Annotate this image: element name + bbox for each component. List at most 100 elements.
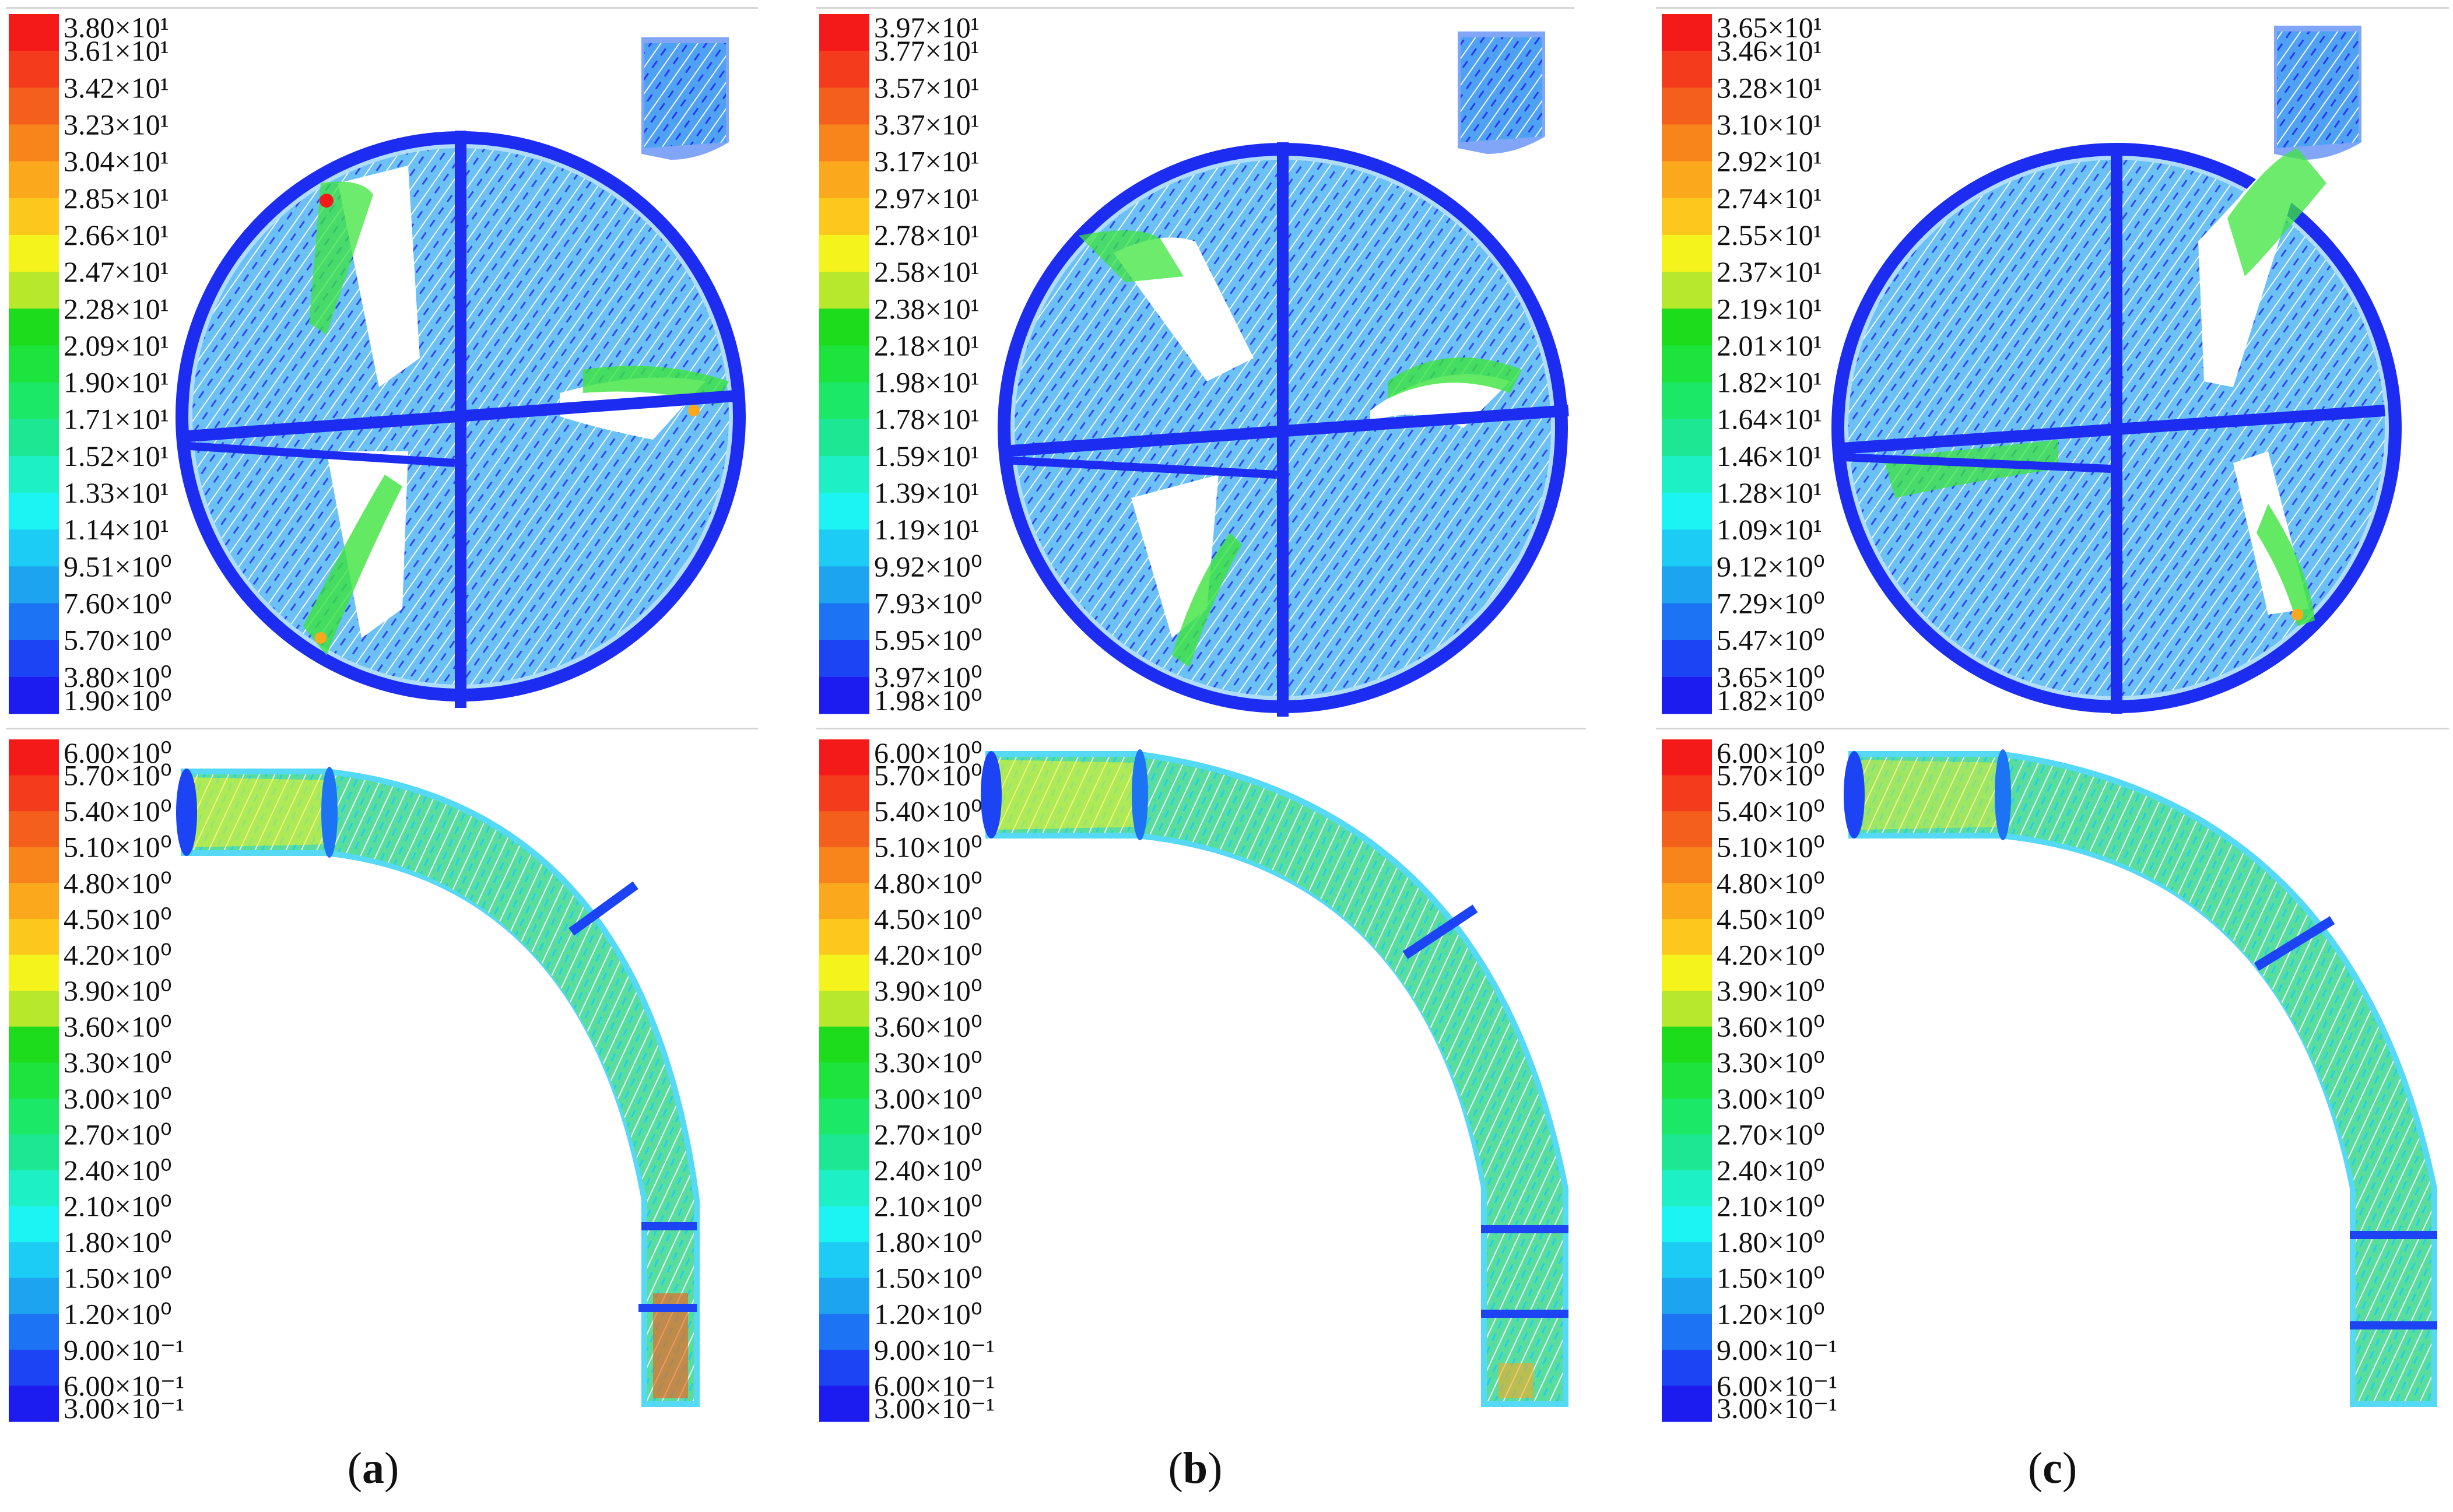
panel-a-pipe-legend-band-12 — [9, 1170, 59, 1207]
panel-a-pipe-legend-band-18 — [9, 1385, 59, 1422]
panel-c-pump-legend-label-15: 9.12×10⁰ — [1717, 550, 1825, 583]
panel-a-pipe-legend-label-19: 3.00×10⁻¹ — [64, 1392, 184, 1425]
panel-c-pump-legend-band-8 — [1662, 308, 1712, 346]
panel-b-pump-legend-label-3: 3.37×10¹ — [874, 108, 980, 141]
panel-a-pipe-legend-label-10: 3.00×10⁰ — [64, 1082, 172, 1115]
panel-b-pipe-legend-label-3: 5.10×10⁰ — [874, 831, 982, 864]
panel-c-pipe-legend-band-1 — [1662, 775, 1712, 812]
panel-a-pipe-legend-band-3 — [9, 847, 59, 883]
panel-c-pump-legend-label-2: 3.28×10¹ — [1717, 71, 1822, 104]
panel-c-pump-legend-band-14 — [1662, 529, 1712, 567]
panel-a-pipe-legend-band-2 — [9, 811, 59, 848]
panel-a-pipe-legend-label-14: 1.80×10⁰ — [64, 1226, 172, 1258]
panel-a-pump-legend-label-15: 9.51×10⁰ — [64, 550, 172, 583]
panel-b-pump-legend-label-12: 1.59×10¹ — [874, 440, 980, 472]
panel-a-pipe-legend-label-2: 5.40×10⁰ — [64, 795, 172, 827]
panel-c-pipe-legend-band-2 — [1662, 811, 1712, 848]
panel-c-pump-legend-label-9: 2.01×10¹ — [1717, 329, 1822, 362]
panel-b-pump-legend-band-0 — [819, 14, 869, 51]
panel-b-pipe-legend-label-9: 3.30×10⁰ — [874, 1046, 982, 1079]
panel-c-pipe-legend-band-13 — [1662, 1206, 1712, 1243]
panel-a-pump-legend-label-2: 3.42×10¹ — [64, 71, 169, 104]
panel-b-pump-legend-band-5 — [819, 198, 869, 236]
panel-b-pipe-legend-band-13 — [819, 1206, 869, 1243]
panel-c-pump-legend-label-14: 1.09×10¹ — [1717, 513, 1822, 546]
panel-b-pump-legend-label-14: 1.19×10¹ — [874, 513, 980, 546]
panel-b-pump-legend-band-7 — [819, 272, 869, 309]
panel-a-pipe-legend-label-16: 1.20×10⁰ — [64, 1297, 172, 1330]
panel-b-pipe-legend-band-7 — [819, 991, 869, 1027]
panel-c-pump-legend-band-12 — [1662, 455, 1712, 493]
panel-c-pipe-legend-label-13: 2.10×10⁰ — [1717, 1190, 1825, 1223]
panel-c-pump-legend-label-8: 2.19×10¹ — [1717, 292, 1822, 325]
panel-c-pump-legend-label-4: 2.92×10¹ — [1717, 145, 1822, 178]
panel-b-pump-legend-label-18: 3.97×10⁰ — [874, 661, 982, 693]
panel-b-pump-legend-label-15: 9.92×10⁰ — [874, 550, 982, 583]
panel-a-pump-legend-band-0 — [9, 14, 59, 51]
panel-a-pipe-legend-label-7: 3.90×10⁰ — [64, 974, 172, 1007]
panel-c-pump-legend-band-3 — [1662, 124, 1712, 162]
panel-a-pipe-legend-band-13 — [9, 1206, 59, 1243]
panel-c-pipe-elbow — [1844, 749, 2437, 1407]
panel-b-pipe-legend-band-12 — [819, 1170, 869, 1207]
panel-a-pump-legend-label-11: 1.71×10¹ — [64, 403, 169, 436]
panel-a-pump-legend-label-8: 2.28×10¹ — [64, 292, 169, 325]
panel-b-pump-legend-band-8 — [819, 308, 869, 346]
panel-b-pump-legend-label-9: 2.18×10¹ — [874, 329, 980, 362]
panel-b-pump-legend-band-15 — [819, 566, 869, 604]
panel-b-pump-legend-band-4 — [819, 161, 869, 199]
panel-b-pipe-legend-label-13: 2.10×10⁰ — [874, 1190, 982, 1223]
panel-b-pipe-legend-band-14 — [819, 1242, 869, 1279]
panel-b-pipe-legend-label-6: 4.20×10⁰ — [874, 938, 982, 971]
panel-a-pipe-legend-label-0: 6.00×10⁰ — [64, 736, 172, 769]
panel-c-pump-legend-label-6: 2.55×10¹ — [1717, 219, 1822, 251]
panel-c-pump-legend-label-10: 1.82×10¹ — [1717, 366, 1822, 399]
panel-c-pump-legend-label-3: 3.10×10¹ — [1717, 108, 1822, 141]
panel-a-pipe-legend-band-4 — [9, 883, 59, 920]
panel-a-pump-legend-band-3 — [9, 124, 59, 162]
panel-c-pipe-legend-label-11: 2.70×10⁰ — [1717, 1118, 1825, 1150]
panel-a-pump-legend-label-4: 3.04×10¹ — [64, 145, 169, 178]
panel-c-pipe-legend-label-3: 5.10×10⁰ — [1717, 831, 1825, 864]
panel-b-pipe-legend-label-8: 3.60×10⁰ — [874, 1011, 982, 1043]
panel-b-pump-legend-label-5: 2.97×10¹ — [874, 182, 980, 215]
panel-c-pipe-legend-band-18 — [1662, 1385, 1712, 1422]
panel-b-pump-legend-band-18 — [819, 676, 869, 714]
panel-a-pump-legend-label-0: 3.80×10¹ — [64, 11, 169, 44]
panel-a-pipe-legend-label-17: 9.00×10⁻¹ — [64, 1334, 184, 1366]
panel-b-pipe-legend-label-14: 1.80×10⁰ — [874, 1226, 982, 1258]
panel-c-pump-legend-label-11: 1.64×10¹ — [1717, 403, 1822, 436]
panel-a-pump-legend-band-10 — [9, 382, 59, 420]
panel-b-pipe-legend-label-2: 5.40×10⁰ — [874, 795, 982, 827]
panel-b-pump-legend-band-10 — [819, 382, 869, 420]
panel-c-pump-legend-label-18: 3.65×10⁰ — [1717, 661, 1825, 693]
panel-a-pump-legend-band-9 — [9, 345, 59, 383]
panel-a-pipe-legend-band-15 — [9, 1278, 59, 1314]
panel-a-pump-legend-band-4 — [9, 161, 59, 199]
panel-a-pipe-legend-label-11: 2.70×10⁰ — [64, 1118, 172, 1150]
panel-a-pump-legend-band-11 — [9, 419, 59, 457]
panel-a-pipe-legend-band-6 — [9, 955, 59, 991]
panel-a-pump-legend-label-16: 7.60×10⁰ — [64, 587, 172, 620]
panel-b-pipe-legend-band-6 — [819, 955, 869, 991]
panel-c-pump-legend-label-13: 1.28×10¹ — [1717, 476, 1822, 509]
panel-b-pipe-legend-band-11 — [819, 1134, 869, 1171]
panel-a-pipe-legend-label-12: 2.40×10⁰ — [64, 1154, 172, 1187]
panel-c-pump-legend-label-17: 5.47×10⁰ — [1717, 624, 1825, 657]
panel-a-pipe-legend-band-9 — [9, 1062, 59, 1099]
panel-b-pipe-legend-band-4 — [819, 883, 869, 920]
panel-b-pump-legend-label-10: 1.98×10¹ — [874, 366, 980, 399]
panel-b-pump-legend-label-19: 1.98×10⁰ — [874, 684, 982, 717]
panel-a-pipe-legend-label-9: 3.30×10⁰ — [64, 1046, 172, 1079]
panel-c-pipe-legend-band-17 — [1662, 1349, 1712, 1386]
panel-a-pipe-legend-label-18: 6.00×10⁻¹ — [64, 1369, 184, 1402]
panel-c-pump-legend-label-7: 2.37×10¹ — [1717, 255, 1822, 288]
panel-c-pipe-legend-band-6 — [1662, 955, 1712, 991]
panel-b-pump-legend-label-13: 1.39×10¹ — [874, 476, 980, 509]
